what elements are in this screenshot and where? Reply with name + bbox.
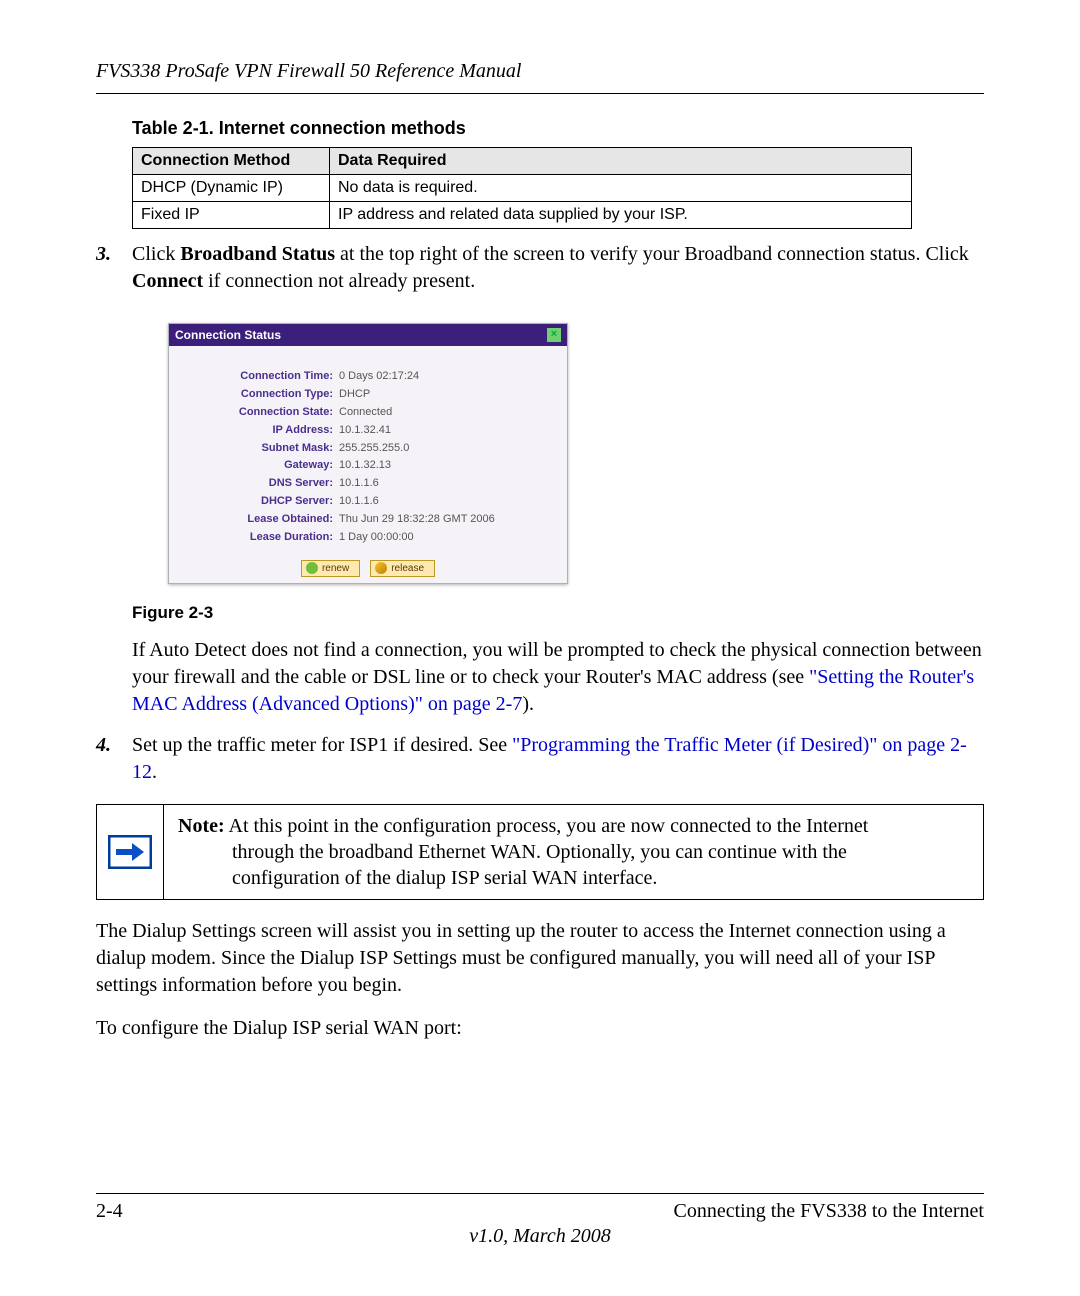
table-col-method: Connection Method — [133, 148, 330, 175]
page-header: FVS338 ProSafe VPN Firewall 50 Reference… — [96, 60, 984, 83]
dval: 10.1.1.6 — [339, 476, 379, 491]
cell-method: Fixed IP — [133, 202, 330, 229]
figure-caption: Figure 2-3 — [132, 602, 984, 625]
step3-text-pre: Click — [132, 243, 180, 265]
dval: 10.1.32.41 — [339, 423, 391, 438]
step-4: 4. Set up the traffic meter for ISP1 if … — [96, 732, 984, 786]
footer-rule — [96, 1193, 984, 1194]
step-number: 4. — [96, 732, 111, 759]
dval: 10.1.32.13 — [339, 458, 391, 473]
note-text: Note: At this point in the configuration… — [164, 805, 882, 899]
connection-methods-table: Connection Method Data Required DHCP (Dy… — [132, 147, 912, 229]
dlabel: Connection State: — [183, 405, 339, 420]
dialog-title-text: Connection Status — [175, 327, 281, 343]
table-row: DHCP (Dynamic IP) No data is required. — [133, 175, 912, 202]
dval: Thu Jun 29 18:32:28 GMT 2006 — [339, 512, 495, 527]
dval: 1 Day 00:00:00 — [339, 530, 414, 545]
dlabel: Connection Type: — [183, 387, 339, 402]
header-rule — [96, 93, 984, 94]
step-number: 3. — [96, 241, 111, 268]
cell-method: DHCP (Dynamic IP) — [133, 175, 330, 202]
dlabel: Lease Duration: — [183, 530, 339, 545]
dlabel: Subnet Mask: — [183, 441, 339, 456]
dval: DHCP — [339, 387, 370, 402]
table-row: Fixed IP IP address and related data sup… — [133, 202, 912, 229]
dialup-para-2: To configure the Dialup ISP serial WAN p… — [96, 1015, 984, 1042]
step3-text-mid: at the top right of the screen to verify… — [335, 243, 969, 265]
dlabel: Connection Time: — [183, 369, 339, 384]
table-header-row: Connection Method Data Required — [133, 148, 912, 175]
dialog-buttons: renew release — [169, 556, 567, 584]
note-lead: Note: — [178, 815, 225, 837]
steps-list: 3. Click Broadband Status at the top rig… — [96, 241, 984, 786]
figure-2-3: Connection Status × Connection Time:0 Da… — [168, 323, 568, 584]
dialog-titlebar: Connection Status × — [169, 324, 567, 346]
renew-icon — [306, 562, 318, 574]
note-arrow-icon — [97, 805, 164, 899]
dialup-para-1: The Dialup Settings screen will assist y… — [96, 918, 984, 999]
footer-section-title: Connecting the FVS338 to the Internet — [673, 1200, 984, 1223]
footer-page-number: 2-4 — [96, 1200, 123, 1223]
note-line1: At this point in the configuration proce… — [225, 815, 869, 837]
release-icon — [375, 562, 387, 574]
step4-post: . — [152, 761, 157, 783]
broadband-status-bold: Broadband Status — [180, 243, 335, 265]
cell-data: No data is required. — [330, 175, 912, 202]
dlabel: DHCP Server: — [183, 494, 339, 509]
dval: Connected — [339, 405, 392, 420]
dlabel: IP Address: — [183, 423, 339, 438]
dlabel: DNS Server: — [183, 476, 339, 491]
step3-after-close: ). — [522, 693, 534, 715]
dlabel: Lease Obtained: — [183, 512, 339, 527]
step3-after-figure: If Auto Detect does not find a connectio… — [132, 637, 984, 718]
dlabel: Gateway: — [183, 458, 339, 473]
renew-label: renew — [322, 562, 349, 576]
manual-page: FVS338 ProSafe VPN Firewall 50 Reference… — [0, 0, 1080, 1296]
step3-text-post: if connection not already present. — [203, 270, 475, 292]
release-button[interactable]: release — [370, 560, 435, 578]
note-line2: through the broadband Ethernet WAN. Opti… — [178, 839, 868, 865]
table-caption: Table 2-1. Internet connection methods — [132, 118, 984, 139]
dval: 10.1.1.6 — [339, 494, 379, 509]
connect-bold: Connect — [132, 270, 203, 292]
dialog-body: Connection Time:0 Days 02:17:24 Connecti… — [169, 346, 567, 555]
step4-pre: Set up the traffic meter for ISP1 if des… — [132, 734, 512, 756]
dval: 0 Days 02:17:24 — [339, 369, 419, 384]
close-icon[interactable]: × — [547, 328, 561, 342]
connection-status-dialog: Connection Status × Connection Time:0 Da… — [168, 323, 568, 584]
note-line3: configuration of the dialup ISP serial W… — [178, 865, 868, 891]
note-box: Note: At this point in the configuration… — [96, 804, 984, 900]
renew-button[interactable]: renew — [301, 560, 360, 578]
release-label: release — [391, 562, 424, 576]
step-3: 3. Click Broadband Status at the top rig… — [96, 241, 984, 718]
table-col-data: Data Required — [330, 148, 912, 175]
cell-data: IP address and related data supplied by … — [330, 202, 912, 229]
footer-version: v1.0, March 2008 — [96, 1225, 984, 1248]
dval: 255.255.255.0 — [339, 441, 409, 456]
page-footer: 2-4 Connecting the FVS338 to the Interne… — [96, 1193, 984, 1248]
